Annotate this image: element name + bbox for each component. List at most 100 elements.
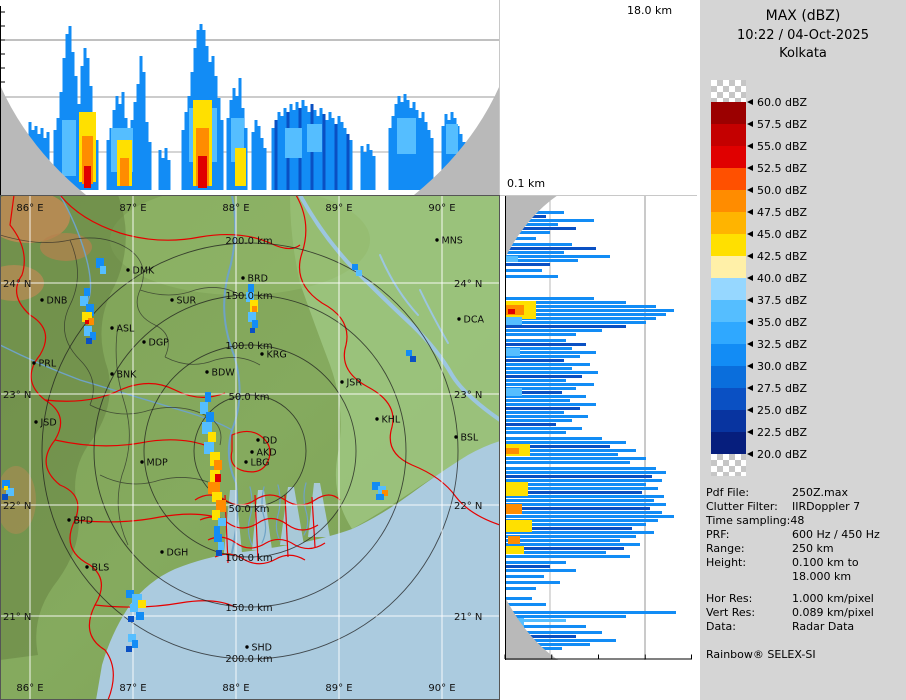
city-label: BDW <box>212 368 236 379</box>
echo-column <box>220 120 224 190</box>
city-marker <box>126 268 130 272</box>
radar-echo-cell <box>202 422 212 434</box>
echo-core <box>82 136 93 184</box>
legend-color-band <box>711 366 746 388</box>
map-highland-patch <box>0 195 70 243</box>
latitude-label: 22° N <box>454 501 482 512</box>
echo-row <box>506 355 580 358</box>
echo-column <box>181 130 185 190</box>
echo-core <box>506 317 522 325</box>
echo-row <box>506 321 646 324</box>
radar-echo-cell <box>200 402 208 414</box>
metadata-row: Clutter Filter: IIRDoppler 7 <box>706 500 861 513</box>
echo-column <box>164 148 168 190</box>
echo-row <box>506 243 572 246</box>
range-ring-label: 200.0 km <box>225 654 272 665</box>
scale-arrow-icon <box>747 99 753 105</box>
echo-row <box>506 511 662 514</box>
range-ring-label: 50.0 km <box>229 392 270 403</box>
echo-column <box>372 156 376 190</box>
echo-row <box>506 259 578 262</box>
radar-echo-cell <box>216 500 226 512</box>
city-marker <box>205 370 209 374</box>
scale-arrow-icon <box>747 231 753 237</box>
echo-column <box>343 128 347 190</box>
scale-arrow-icon <box>747 209 753 215</box>
scale-arrow-icon <box>747 385 753 391</box>
latitude-label: 24° N <box>3 279 31 290</box>
city-marker <box>110 326 114 330</box>
city-marker <box>32 361 36 365</box>
radar-echo-cell <box>82 312 92 322</box>
echo-column <box>161 158 165 190</box>
top-profile-plot <box>0 0 500 195</box>
echo-row <box>506 227 576 230</box>
echo-column <box>257 126 261 190</box>
radar-echo-cell <box>132 640 138 648</box>
height-axis-ticks <box>504 654 692 659</box>
echo-row <box>506 363 590 366</box>
echo-row <box>506 569 576 572</box>
echo-row <box>506 495 664 498</box>
echo-row <box>506 631 602 634</box>
radar-echo-cell <box>246 292 254 302</box>
echo-core <box>62 120 76 176</box>
scan-cone-mask-top <box>505 195 558 258</box>
city-marker <box>375 417 379 421</box>
city-marker <box>40 298 44 302</box>
echo-row <box>506 449 636 452</box>
echo-column <box>136 84 140 190</box>
echo-row <box>506 391 562 394</box>
echo-column <box>65 34 69 190</box>
echo-row <box>506 611 676 614</box>
city-label: DGP <box>149 338 170 349</box>
echo-row <box>506 333 576 336</box>
radar-echo-cell <box>90 332 96 340</box>
scale-arrow-icon <box>747 341 753 347</box>
side-profile-plot <box>500 195 697 660</box>
echo-column <box>139 56 143 190</box>
map-highland-patch <box>40 233 92 261</box>
echo-core <box>120 158 129 186</box>
scale-arrow-icon <box>747 275 753 281</box>
legend-checker-band <box>711 80 746 102</box>
echo-column <box>56 118 60 190</box>
city-label: DNB <box>47 296 68 307</box>
echo-row <box>506 371 598 374</box>
echo-row <box>506 603 546 606</box>
radar-echo-cell <box>86 304 94 316</box>
legend-color-band <box>711 168 746 190</box>
top-profile-echo-cores <box>62 100 458 188</box>
city-marker <box>140 460 144 464</box>
echo-row <box>506 269 542 272</box>
echo-core <box>198 156 207 188</box>
echo-row <box>506 479 662 482</box>
radar-echo-cell <box>216 550 222 556</box>
echo-core <box>285 128 302 158</box>
radar-echo-cell <box>376 494 384 500</box>
radar-echo-cell <box>126 590 134 598</box>
city-marker <box>457 317 461 321</box>
legend-scale-label: 50.0 dBZ <box>747 184 807 197</box>
echo-row <box>506 555 630 558</box>
longitude-label: 87° E <box>119 203 146 214</box>
legend-scale-label: 45.0 dBZ <box>747 228 807 241</box>
city-label: KRG <box>267 350 287 361</box>
radar-echo-cell <box>2 494 8 500</box>
city-marker <box>250 450 254 454</box>
echo-row <box>506 329 602 332</box>
longitude-label: 89° E <box>325 683 352 694</box>
radar-echo-cell <box>210 452 220 466</box>
echo-row <box>506 275 558 278</box>
radar-echo-cell <box>372 482 380 490</box>
echo-row <box>506 395 586 398</box>
radar-echo-cell <box>248 312 256 322</box>
echo-column <box>271 128 275 190</box>
scale-arrow-icon <box>747 407 753 413</box>
radar-echo-cell <box>212 492 222 502</box>
echo-column <box>328 112 332 190</box>
echo-column <box>394 104 398 190</box>
echo-column <box>447 120 451 190</box>
echo-row <box>506 247 596 250</box>
legend-scale-label: 20.0 dBZ <box>747 448 807 461</box>
